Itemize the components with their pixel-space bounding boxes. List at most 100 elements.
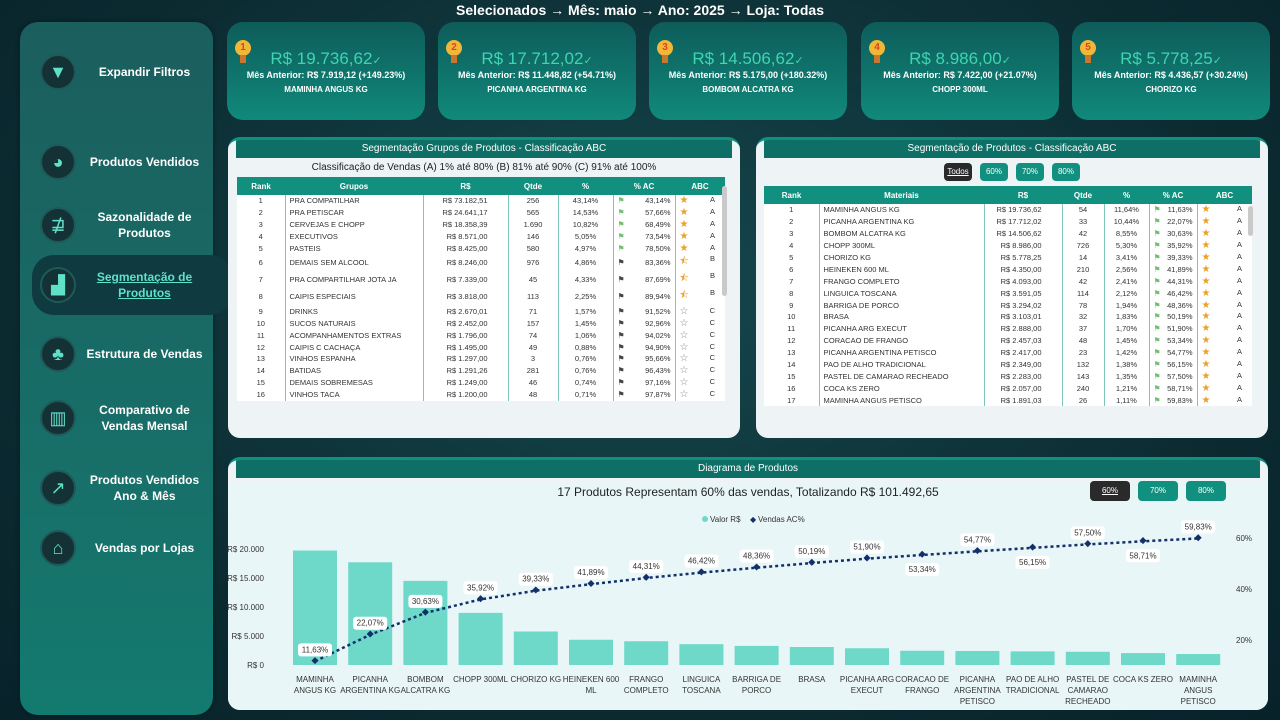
table-row[interactable]: 9 DRINKS R$ 2.670,01 71 1,57% ⚑ 91,52% ☆…: [237, 305, 725, 318]
table-row[interactable]: 9 BARRIGA DE PORCO R$ 3.294,02 78 1,94% …: [764, 299, 1252, 312]
star-icon: ☆: [679, 389, 689, 401]
table-row[interactable]: 10 SUCOS NATURAIS R$ 2.452,00 157 1,45% …: [237, 317, 725, 330]
value: R$ 3.294,02: [983, 299, 1062, 312]
table-header: Rank Grupos R$ Qtde%% AC ABC: [237, 177, 725, 195]
column-header[interactable]: % AC: [1149, 186, 1197, 204]
filter-button-80pct[interactable]: 80%: [1052, 163, 1080, 181]
sidebar-item-1[interactable]: ▼ Expandir Filtros: [20, 42, 213, 102]
column-header[interactable]: Rank: [764, 186, 819, 204]
data-label-bg: [794, 545, 829, 559]
flag-icon: ⚑: [1153, 383, 1161, 393]
table-row[interactable]: 12 CAIPIS C CACHAÇA R$ 1.495,00 49 0,88%…: [237, 341, 725, 354]
name: CERVEJAS E CHOPP: [284, 218, 423, 231]
column-header[interactable]: ABC: [675, 177, 725, 195]
filter-button-60pct[interactable]: 60%: [1090, 481, 1130, 501]
column-header[interactable]: Grupos: [285, 177, 423, 195]
star-icon: ☆: [679, 329, 689, 341]
column-header[interactable]: Qtde: [1062, 186, 1104, 204]
sidebar-item-5[interactable]: ♣ Estrutura de Vendas: [20, 324, 213, 384]
scrollbar[interactable]: [1248, 206, 1253, 236]
column-header[interactable]: ABC: [1197, 186, 1252, 204]
card-product-name: CHOPP 300ML: [932, 85, 988, 94]
table-row[interactable]: 4 EXECUTIVOS R$ 8.571,00 146 5,05% ⚑ 73,…: [237, 230, 725, 243]
column-header[interactable]: %: [1104, 186, 1149, 204]
name: MAMINHA ANGUS PETISCO: [818, 394, 984, 407]
rank: 14: [237, 364, 285, 377]
sidebar-item-6[interactable]: ▥ Comparativo de Vendas Mensal: [20, 388, 213, 448]
sidebar-item-2[interactable]: ◕ Produtos Vendidos: [20, 132, 213, 192]
filter-button-70pct[interactable]: 70%: [1016, 163, 1044, 181]
name: PRA PETISCAR: [284, 206, 423, 219]
flag-icon: ⚑: [617, 366, 625, 376]
filter-button-70pct[interactable]: 70%: [1138, 481, 1178, 501]
table-row[interactable]: 15 DEMAIS SOBREMESAS R$ 1.249,00 46 0,74…: [237, 376, 725, 389]
filter-button-60pct[interactable]: 60%: [980, 163, 1008, 181]
name: PRA COMPATILHAR: [284, 195, 423, 207]
filter-button-80pct[interactable]: 80%: [1186, 481, 1226, 501]
bar: [900, 650, 945, 665]
abc-class: A: [1236, 335, 1242, 345]
flag-icon: ⚑: [1153, 241, 1161, 251]
column-header[interactable]: Materiais: [819, 186, 984, 204]
sidebar-item-8[interactable]: ⌂ Vendas por Lojas: [20, 518, 213, 578]
filter-button-todos[interactable]: Todos: [944, 163, 972, 181]
sidebar-item-4[interactable]: ▟ Segmentação de Produtos: [32, 255, 232, 315]
table-row[interactable]: 13 PICANHA ARGENTINA PETISCO R$ 2.417,00…: [764, 346, 1252, 359]
percent: 1,42%: [1103, 346, 1149, 359]
rank: 9: [764, 299, 819, 312]
table-row[interactable]: 12 CORACAO DE FRANGO R$ 2.457,03 48 1,45…: [764, 334, 1252, 347]
value: R$ 1.495,00: [422, 341, 508, 354]
table-row[interactable]: 8 LINGUICA TOSCANA R$ 3.591,05 114 2,12%…: [764, 287, 1252, 300]
card-previous-month: Mês Anterior: R$ 4.436,57 (+30.24%): [1094, 70, 1248, 80]
table-row[interactable]: 10 BRASA R$ 3.103,01 32 1,83% ⚑ 50,19% ★…: [764, 311, 1252, 323]
table-row[interactable]: 8 CAIPIS ESPECIAIS R$ 3.818,00 113 2,25%…: [237, 288, 725, 306]
table-row[interactable]: 3 BOMBOM ALCATRA KG R$ 14.506,62 42 8,55…: [764, 227, 1252, 240]
scrollbar[interactable]: [722, 186, 727, 296]
star-icon: ⯪: [679, 290, 689, 302]
quantity: 726: [1061, 239, 1104, 252]
sidebar-item-3[interactable]: ⋣ Sazonalidade de Produtos: [20, 195, 213, 255]
column-header[interactable]: % AC: [613, 177, 675, 195]
table-row[interactable]: 11 ACOMPANHAMENTOS EXTRAS R$ 1.796,00 74…: [237, 329, 725, 342]
table-row[interactable]: 7 FRANGO COMPLETO R$ 4.093,00 42 2,41% ⚑…: [764, 275, 1252, 288]
table-row[interactable]: 4 CHOPP 300ML R$ 8.986,00 726 5,30% ⚑ 35…: [764, 239, 1252, 252]
table-row[interactable]: 2 PICANHA ARGENTINA KG R$ 17.712,02 33 1…: [764, 215, 1252, 228]
column-header[interactable]: Rank: [237, 177, 285, 195]
table-row[interactable]: 16 COCA KS ZERO R$ 2.057,00 240 1,21% ⚑ …: [764, 382, 1252, 395]
table-row[interactable]: 3 CERVEJAS E CHOPP R$ 18.358,39 1.690 10…: [237, 218, 725, 231]
table-row[interactable]: 14 BATIDAS R$ 1.291,26 281 0,76% ⚑ 96,43…: [237, 364, 725, 377]
table-row[interactable]: 7 PRA COMPARTILHAR JOTA JA R$ 7.339,00 4…: [237, 271, 725, 289]
table-row[interactable]: 11 PICANHA ARG EXECUT R$ 2.888,00 37 1,7…: [764, 322, 1252, 335]
sidebar-item-7[interactable]: ↗ Produtos Vendidos Ano & Mês: [20, 458, 213, 518]
table-row[interactable]: 17 MAMINHA ANGUS PETISCO R$ 1.891,03 26 …: [764, 394, 1252, 407]
column-header[interactable]: R$: [423, 177, 508, 195]
table-row[interactable]: 5 CHORIZO KG R$ 5.778,25 14 3,41% ⚑ 39,3…: [764, 251, 1252, 264]
table-row[interactable]: 1 PRA COMPATILHAR R$ 73.182,51 256 43,14…: [237, 195, 725, 207]
quantity: 49: [507, 341, 558, 354]
cumulative-percent: 22,07%: [1167, 217, 1193, 227]
table-row[interactable]: 13 VINHOS ESPANHA R$ 1.297,00 3 0,76% ⚑ …: [237, 353, 725, 365]
column-header[interactable]: Qtde: [508, 177, 558, 195]
table-row[interactable]: 6 DEMAIS SEM ALCOOL R$ 8.246,00 976 4,86…: [237, 254, 725, 272]
table-row[interactable]: 16 VINHOS TACA R$ 1.200,00 48 0,71% ⚑ 97…: [237, 388, 725, 401]
bar: [458, 612, 503, 665]
name: VINHOS TACA: [284, 388, 423, 401]
table-row[interactable]: 2 PRA PETISCAR R$ 24.641,17 565 14,53% ⚑…: [237, 206, 725, 219]
table-row[interactable]: 5 PASTEIS R$ 8.425,00 580 4,97% ⚑ 78,50%…: [237, 242, 725, 255]
table-row[interactable]: 6 HEINEKEN 600 ML R$ 4.350,00 210 2,56% …: [764, 263, 1252, 276]
x-axis-tick: LINGUICA: [683, 675, 721, 684]
rank: 12: [764, 334, 819, 347]
column-header[interactable]: %: [558, 177, 613, 195]
cumulative-percent: 58,71%: [1167, 383, 1193, 393]
name: VINHOS ESPANHA: [284, 353, 423, 365]
rank: 16: [237, 388, 285, 401]
flag-icon: ⚑: [617, 292, 625, 302]
table-row[interactable]: 14 PAO DE ALHO TRADICIONAL R$ 2.349,00 1…: [764, 358, 1252, 371]
abc-class: A: [1236, 287, 1242, 297]
table-row[interactable]: 15 PASTEL DE CAMARAO RECHEADO R$ 2.283,0…: [764, 370, 1252, 383]
cumulative-percent: 57,50%: [1167, 371, 1193, 381]
table-row[interactable]: 1 MAMINHA ANGUS KG R$ 19.736,62 54 11,64…: [764, 204, 1252, 216]
cumulative-percent: 96,43%: [645, 366, 671, 376]
column-header[interactable]: R$: [984, 186, 1062, 204]
x-axis-tick: ANGUS: [1184, 686, 1212, 695]
